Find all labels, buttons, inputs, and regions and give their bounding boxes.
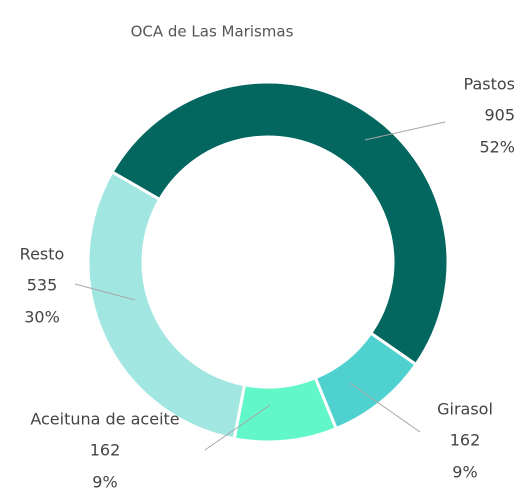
category-label: Resto (20, 245, 65, 264)
slice (232, 375, 339, 444)
percent-label: 52% (479, 138, 515, 157)
leader-line (204, 404, 271, 451)
percent-label: 30% (24, 308, 60, 327)
value-label: 162 (450, 431, 481, 450)
slice (110, 80, 450, 367)
category-label: Aceituna de aceite (30, 410, 179, 429)
percent-label: 9% (92, 473, 117, 489)
category-label: Pastos (464, 75, 515, 94)
leader-line (74, 283, 136, 301)
percent-label: 9% (452, 463, 477, 482)
leader-line (349, 382, 421, 433)
category-label: Girasol (437, 400, 493, 419)
slice (86, 169, 247, 441)
value-label: 535 (27, 276, 58, 295)
chart-title: OCA de Las Marismas (131, 23, 294, 41)
value-label: 162 (90, 441, 121, 460)
leader-line (364, 121, 446, 141)
value-label: 905 (484, 106, 515, 125)
